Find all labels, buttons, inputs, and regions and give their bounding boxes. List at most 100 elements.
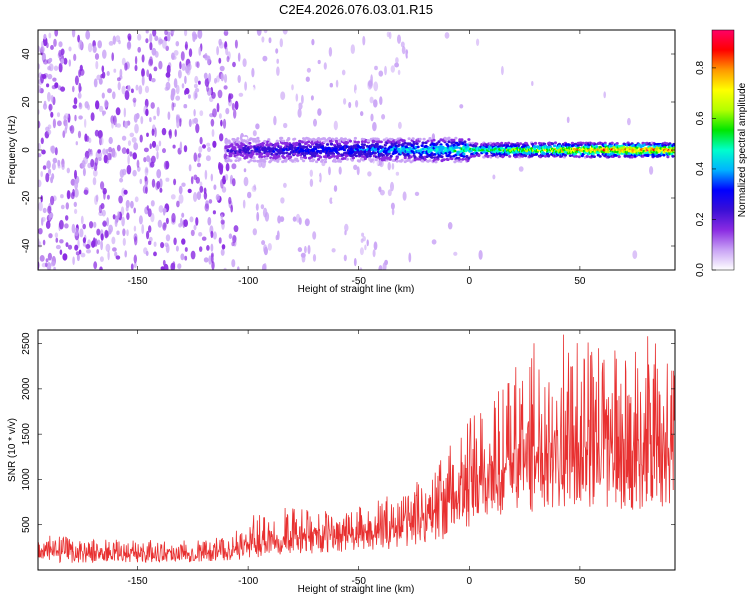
heatmap-cell — [198, 232, 203, 237]
heatmap-cell — [476, 38, 480, 46]
heatmap-cell — [592, 155, 596, 159]
heatmap-cell — [93, 261, 98, 270]
heatmap-cell — [501, 65, 504, 76]
heatmap-cell — [54, 232, 59, 238]
heatmap-cell — [566, 207, 572, 216]
heatmap-cell — [146, 155, 151, 163]
heatmap-cell — [107, 152, 112, 161]
heatmap-cell — [145, 108, 149, 117]
heatmap-cell — [112, 214, 116, 220]
heatmap-cell — [210, 118, 215, 127]
heatmap-cell — [173, 50, 179, 56]
heatmap-cell — [66, 190, 70, 200]
heatmap-cell — [360, 140, 364, 144]
heatmap-cell — [320, 159, 325, 162]
heatmap-cell — [338, 160, 343, 163]
heatmap-cell — [312, 158, 316, 162]
heatmap-cell — [124, 250, 127, 258]
heatmap-cell — [379, 96, 383, 105]
heatmap-cell — [249, 159, 253, 162]
heatmap-cell — [139, 134, 143, 143]
heatmap-cell — [485, 152, 489, 155]
heatmap-cell — [317, 108, 322, 116]
heatmap-cell — [361, 146, 365, 149]
heatmap-cell — [431, 133, 435, 141]
heatmap-cell — [74, 169, 77, 180]
heatmap-cell — [112, 151, 117, 158]
heatmap-cell — [237, 75, 241, 83]
heatmap-cell — [146, 230, 150, 240]
heatmap-cell — [552, 144, 557, 148]
heatmap-cell — [258, 161, 262, 168]
heatmap-cell — [164, 86, 169, 91]
heatmap-cell — [461, 142, 465, 146]
heatmap-cell — [198, 145, 203, 153]
heatmap-cell — [141, 75, 145, 86]
heatmap-cell — [407, 51, 411, 59]
heatmap-cell — [184, 89, 187, 96]
heatmap-cell — [38, 120, 41, 129]
heatmap-cell — [275, 92, 281, 99]
heatmap-cell — [196, 61, 200, 69]
heatmap-cell — [149, 41, 153, 51]
heatmap-cell — [97, 40, 102, 49]
heatmap-cell — [627, 117, 631, 126]
heatmap-cell — [274, 259, 278, 267]
heatmap-marks — [38, 30, 675, 270]
heatmap-cell — [402, 191, 407, 201]
y-tick-label: 1500 — [21, 423, 32, 446]
heatmap-cell — [122, 228, 126, 237]
heatmap-cell — [68, 46, 72, 52]
heatmap-cell — [514, 155, 518, 159]
heatmap-cell — [369, 96, 374, 104]
heatmap-cell — [376, 137, 380, 141]
heatmap-cell — [391, 208, 395, 216]
heatmap-cell — [216, 46, 220, 56]
heatmap-cell — [252, 228, 257, 236]
heatmap-cell — [351, 156, 355, 160]
heatmap-cell — [574, 155, 579, 158]
heatmap-cell — [473, 154, 477, 158]
heatmap-cell — [426, 139, 430, 143]
heatmap-cell — [455, 145, 459, 149]
heatmap-cell — [47, 91, 51, 102]
heatmap-cell — [170, 262, 176, 270]
heatmap-cell — [100, 74, 104, 79]
heatmap-cell — [60, 86, 66, 92]
heatmap-cell — [145, 38, 149, 44]
heatmap-cell — [610, 141, 614, 145]
heatmap-cell — [210, 230, 214, 239]
heatmap-cell — [130, 200, 134, 209]
heatmap-cell — [301, 148, 305, 152]
heatmap-cell — [337, 111, 342, 118]
heatmap-cell — [416, 145, 420, 149]
colorbar: 0.0 0.2 0.4 0.6 0.8 Normalized spectral ampl… — [695, 29, 748, 277]
heatmap-cell — [133, 142, 139, 151]
heatmap-cell — [411, 137, 415, 141]
heatmap-cell — [400, 41, 405, 48]
heatmap-cell — [175, 84, 180, 95]
heatmap-cell — [397, 69, 401, 76]
heatmap-cell — [273, 145, 277, 148]
heatmap-cell — [185, 65, 190, 74]
heatmap-cell — [197, 152, 202, 158]
heatmap-cell — [459, 104, 464, 109]
heatmap-cell — [391, 163, 395, 170]
heatmap-cell — [283, 122, 288, 129]
heatmap-cell — [260, 204, 265, 210]
heatmap-cell — [397, 143, 401, 147]
heatmap-cell — [639, 151, 643, 155]
heatmap-cell — [152, 30, 157, 37]
heatmap-cell — [375, 142, 379, 146]
heatmap-cell — [113, 68, 117, 73]
heatmap-cell — [117, 211, 120, 219]
heatmap-cell — [280, 197, 285, 204]
heatmap-cell — [143, 157, 147, 163]
heatmap-cell — [137, 46, 141, 53]
heatmap-cell — [328, 166, 331, 176]
heatmap-cell — [188, 48, 193, 58]
heatmap-cell — [447, 222, 453, 230]
heatmap-cell — [370, 74, 373, 84]
heatmap-cell — [344, 124, 350, 134]
heatmap-cell — [208, 199, 213, 204]
